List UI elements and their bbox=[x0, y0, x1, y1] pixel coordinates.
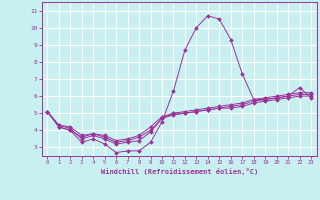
X-axis label: Windchill (Refroidissement éolien,°C): Windchill (Refroidissement éolien,°C) bbox=[100, 168, 258, 175]
